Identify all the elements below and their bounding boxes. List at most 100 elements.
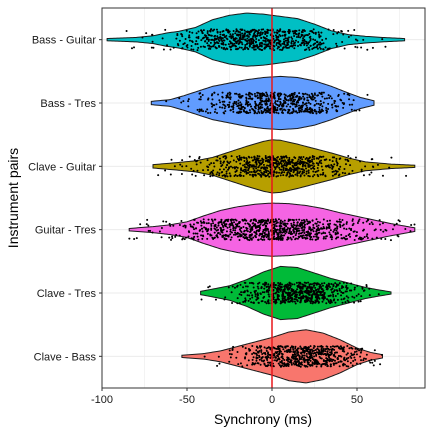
- data-point: [283, 159, 286, 162]
- data-point: [371, 46, 374, 49]
- data-point: [253, 291, 256, 294]
- data-point: [315, 288, 318, 291]
- data-point: [322, 48, 325, 51]
- data-point: [320, 348, 323, 351]
- data-point: [211, 29, 214, 32]
- data-point: [217, 224, 220, 227]
- data-point: [215, 37, 218, 40]
- data-point: [268, 159, 271, 162]
- data-point: [335, 44, 338, 47]
- data-point: [160, 226, 163, 229]
- data-point: [285, 174, 288, 177]
- data-point: [225, 94, 228, 97]
- data-point: [244, 43, 247, 46]
- data-point: [279, 94, 282, 97]
- data-point: [228, 91, 231, 94]
- y-tick-label: Clave - Tres: [37, 288, 97, 300]
- data-point: [306, 234, 309, 237]
- data-point: [169, 48, 172, 51]
- data-point: [179, 163, 182, 166]
- data-point: [275, 159, 278, 162]
- data-point: [326, 287, 329, 290]
- data-point: [355, 109, 358, 112]
- data-point: [314, 299, 317, 302]
- data-point: [240, 156, 243, 159]
- data-point: [322, 349, 325, 352]
- data-point: [269, 104, 272, 107]
- data-point: [301, 287, 304, 290]
- data-point: [277, 236, 280, 239]
- data-point: [319, 47, 322, 50]
- data-point: [188, 34, 191, 37]
- data-point: [245, 166, 248, 169]
- data-point: [257, 238, 260, 241]
- data-point: [223, 174, 226, 177]
- data-point: [282, 103, 285, 106]
- data-point: [253, 48, 256, 51]
- data-point: [281, 109, 284, 112]
- data-point: [287, 111, 290, 114]
- data-point: [352, 230, 355, 233]
- data-point: [335, 159, 338, 162]
- data-point: [351, 224, 354, 227]
- data-point: [308, 48, 311, 51]
- data-point: [231, 42, 234, 45]
- data-point: [192, 48, 195, 51]
- data-point: [295, 291, 298, 294]
- data-point: [182, 100, 185, 103]
- data-point: [293, 355, 296, 358]
- data-point: [368, 359, 371, 362]
- data-point: [145, 223, 148, 226]
- data-point: [291, 218, 294, 221]
- data-point: [293, 300, 296, 303]
- data-point: [272, 173, 275, 176]
- data-point: [268, 238, 271, 241]
- data-point: [237, 107, 240, 110]
- data-point: [218, 40, 221, 43]
- data-point: [278, 224, 281, 227]
- data-point: [285, 285, 288, 288]
- data-point: [284, 39, 287, 42]
- data-point: [259, 159, 262, 162]
- data-point: [353, 28, 356, 31]
- data-point: [304, 300, 307, 303]
- data-point: [283, 31, 286, 34]
- data-point: [245, 157, 248, 160]
- data-point: [236, 351, 239, 354]
- data-point: [301, 168, 304, 171]
- data-point: [277, 362, 280, 365]
- data-point: [291, 158, 294, 161]
- data-point: [281, 346, 284, 349]
- data-point: [263, 232, 266, 235]
- data-point: [258, 354, 261, 357]
- data-point: [298, 224, 301, 227]
- data-point: [281, 353, 284, 356]
- data-point: [294, 39, 297, 42]
- data-point: [290, 345, 293, 348]
- data-point: [286, 227, 289, 230]
- data-point: [263, 238, 266, 241]
- data-point: [390, 156, 393, 159]
- data-point: [349, 157, 352, 160]
- data-point: [324, 165, 327, 168]
- data-point: [272, 35, 275, 38]
- data-point: [371, 361, 374, 364]
- data-point: [287, 103, 290, 106]
- data-point: [267, 230, 270, 233]
- data-point: [264, 233, 267, 236]
- data-point: [255, 35, 258, 38]
- data-point: [310, 29, 313, 32]
- data-point: [199, 45, 202, 48]
- data-point: [345, 365, 348, 368]
- data-point: [343, 297, 346, 300]
- data-point: [295, 355, 298, 358]
- data-point: [396, 234, 399, 237]
- data-point: [291, 355, 294, 358]
- data-point: [290, 41, 293, 44]
- data-point: [275, 44, 278, 47]
- data-point: [273, 282, 275, 285]
- data-point: [198, 108, 201, 111]
- data-point: [200, 298, 203, 301]
- data-point: [252, 222, 255, 225]
- data-point: [297, 158, 300, 161]
